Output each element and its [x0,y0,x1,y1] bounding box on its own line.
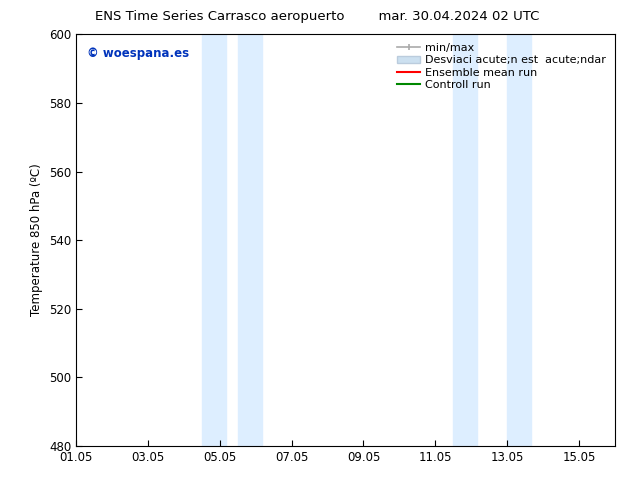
Text: © woespana.es: © woespana.es [87,47,189,60]
Bar [507,34,531,446]
Y-axis label: Temperature 850 hPa (ºC): Temperature 850 hPa (ºC) [30,164,43,317]
Bar [238,34,262,446]
Bar [202,34,226,446]
Legend: min/max, Desviaci acute;n est  acute;ndar, Ensemble mean run, Controll run: min/max, Desviaci acute;n est acute;ndar… [394,40,609,93]
Text: ENS Time Series Carrasco aeropuerto        mar. 30.04.2024 02 UTC: ENS Time Series Carrasco aeropuerto mar.… [95,10,539,23]
Bar [453,34,477,446]
